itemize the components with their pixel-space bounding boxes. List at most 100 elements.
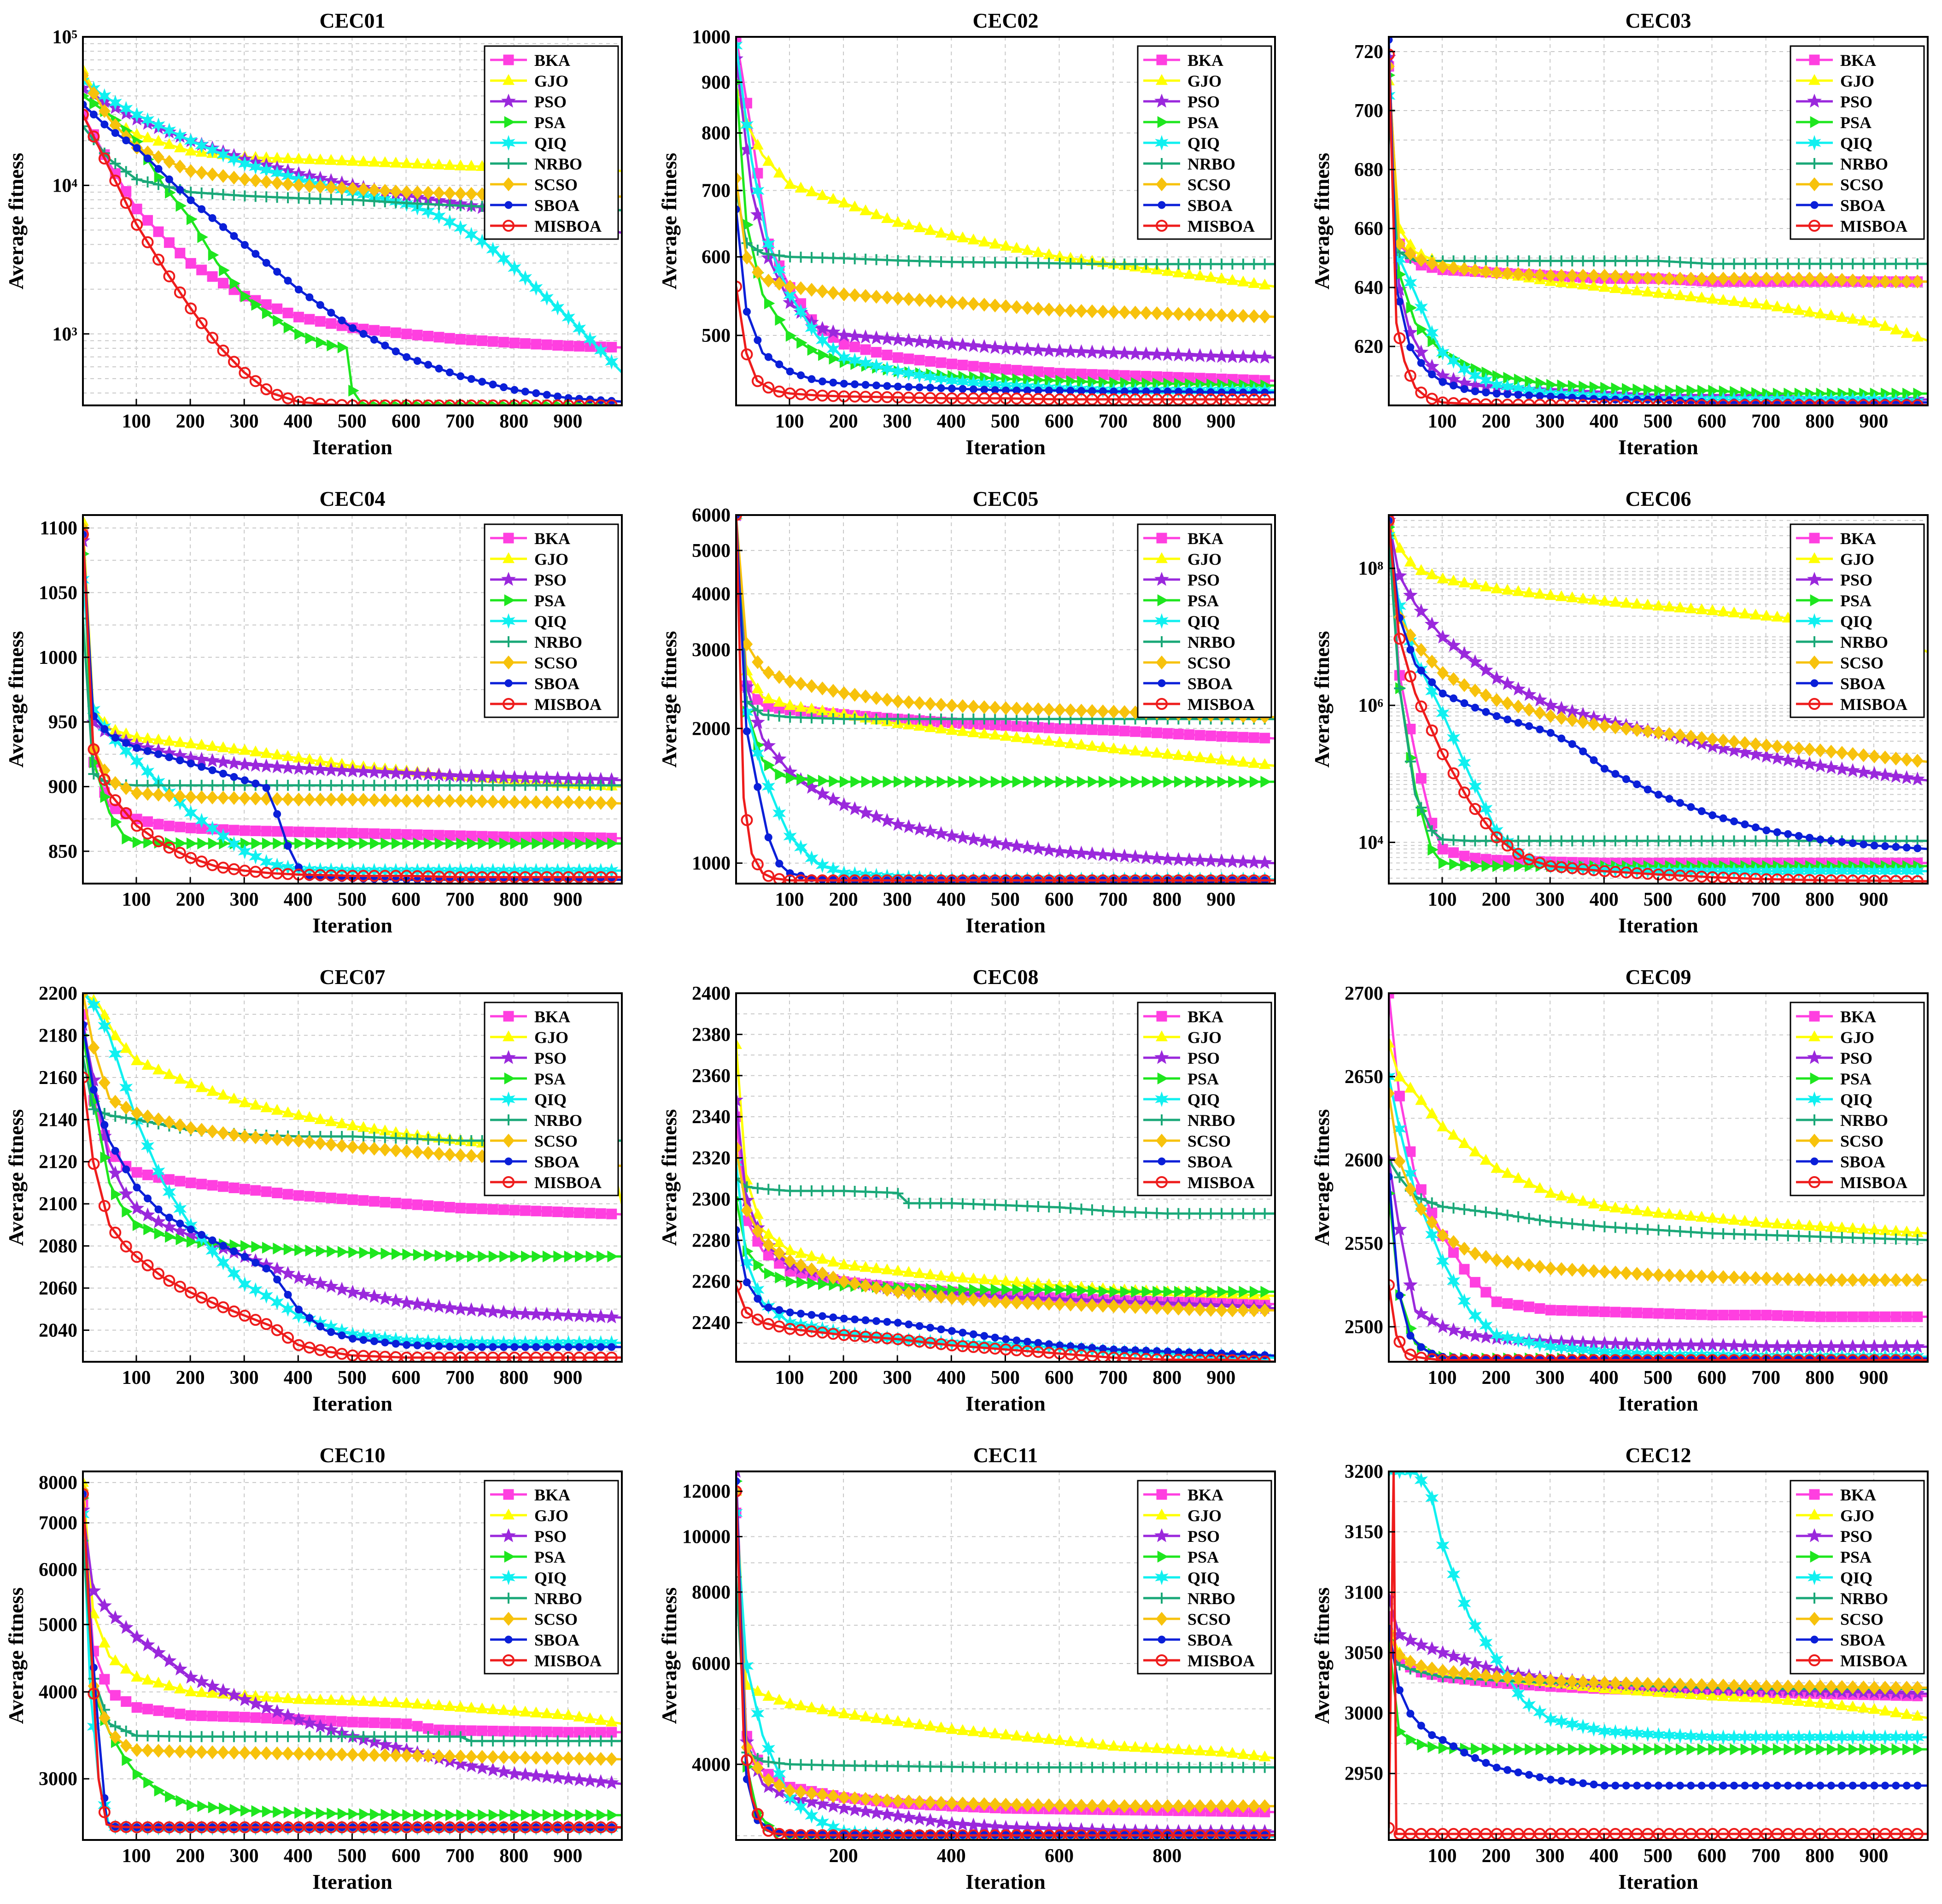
marker-nrbo [806, 1185, 817, 1196]
marker-sboa [840, 380, 848, 387]
legend-label-psa: PSA [1840, 1070, 1872, 1088]
marker-nrbo [1545, 835, 1556, 846]
marker-sboa [198, 1231, 205, 1238]
marker-nrbo [1534, 835, 1545, 846]
legend-marker-sboa [1811, 201, 1818, 209]
marker-bka [1173, 729, 1183, 739]
y-tick-label: 1000 [692, 27, 731, 48]
marker-bka [1901, 1312, 1912, 1322]
marker-nrbo [774, 1184, 785, 1195]
marker-scso [1087, 305, 1098, 318]
x-tick-label: 800 [1805, 411, 1834, 432]
marker-sboa [862, 381, 869, 388]
y-tick-label: 2100 [39, 1194, 77, 1215]
legend-label-sboa: SBOA [534, 674, 579, 693]
marker-bka [1610, 1307, 1620, 1317]
marker-bka [499, 1205, 509, 1215]
marker-sboa [981, 1332, 988, 1340]
marker-bka [1567, 1306, 1577, 1316]
marker-scso [914, 697, 925, 710]
x-tick-label: 800 [1152, 1367, 1182, 1388]
marker-bka [337, 1194, 347, 1204]
marker-sboa [1482, 389, 1490, 396]
y-tick-label: 900 [702, 72, 731, 94]
marker-scso [358, 1141, 369, 1154]
marker-scso [1043, 703, 1054, 716]
marker-nrbo [1761, 1230, 1772, 1241]
y-tick-label: 2600 [1345, 1150, 1383, 1171]
marker-sboa [1045, 1341, 1053, 1348]
marker-nrbo [903, 255, 914, 266]
marker-scso [1011, 702, 1022, 715]
marker-sboa [1881, 843, 1889, 850]
legend-label-misboa: MISBOA [1187, 1173, 1255, 1192]
marker-scso [315, 793, 326, 806]
marker-sboa [1035, 1339, 1042, 1347]
marker-scso [455, 794, 466, 808]
marker-scso [1858, 749, 1869, 762]
marker-psa [1175, 776, 1185, 787]
y-tick-label: 2650 [1345, 1066, 1383, 1088]
marker-pso [551, 1308, 564, 1321]
x-axis-label: Iteration [965, 435, 1046, 459]
marker-sboa [883, 1318, 891, 1325]
marker-nrbo [1847, 258, 1858, 269]
marker-sboa [338, 1332, 345, 1339]
marker-pso [891, 818, 905, 831]
marker-bka [1416, 1184, 1426, 1195]
marker-sboa [360, 1336, 367, 1344]
marker-psa [1120, 776, 1130, 787]
marker-bka [251, 1712, 261, 1722]
marker-psa [413, 1249, 423, 1260]
marker-nrbo [1772, 1230, 1783, 1241]
marker-sboa [123, 739, 130, 747]
marker-sboa [1417, 359, 1425, 367]
marker-psa [252, 838, 262, 849]
y-tick-label: 10⁶ [1358, 695, 1383, 716]
marker-bka [925, 356, 936, 366]
marker-psa [851, 776, 861, 787]
marker-qiq [109, 1047, 122, 1061]
marker-pso [1182, 348, 1196, 361]
marker-bka [520, 1206, 530, 1216]
x-tick-label: 100 [122, 889, 151, 910]
marker-psa [819, 775, 829, 786]
y-tick-label: 6000 [692, 505, 731, 526]
marker-bka [326, 827, 336, 838]
marker-sboa [927, 384, 934, 392]
marker-psa [1142, 776, 1152, 787]
marker-scso [1119, 705, 1130, 719]
marker-nrbo [1545, 1216, 1556, 1227]
marker-bka [197, 1711, 207, 1721]
marker-scso [1556, 1263, 1567, 1276]
marker-sboa [370, 1337, 378, 1345]
marker-nrbo [925, 1198, 936, 1209]
marker-sboa [797, 1310, 805, 1318]
marker-sboa [123, 137, 130, 144]
marker-sboa [425, 1342, 432, 1349]
x-axis-label: Iteration [312, 914, 392, 937]
marker-bka [607, 1209, 617, 1219]
marker-scso [968, 700, 979, 714]
marker-scso [1588, 1265, 1599, 1278]
marker-sboa [155, 750, 162, 758]
marker-nrbo [1739, 1229, 1750, 1240]
marker-psa [905, 776, 915, 787]
legend-marker-sboa [1158, 680, 1165, 687]
x-tick-label: 500 [991, 1367, 1020, 1388]
legend-marker-sboa [1158, 1158, 1165, 1165]
marker-bka [434, 1201, 444, 1212]
marker-sboa [543, 1343, 550, 1351]
marker-bka [1621, 1307, 1631, 1318]
marker-sboa [743, 727, 750, 735]
marker-nrbo [1087, 1204, 1098, 1215]
marker-sboa [187, 1226, 194, 1233]
marker-scso [946, 296, 957, 309]
marker-bka [186, 1178, 196, 1188]
marker-scso [1151, 307, 1162, 320]
marker-scso [422, 794, 433, 808]
marker-bka [207, 271, 217, 281]
marker-sboa [176, 1220, 184, 1227]
